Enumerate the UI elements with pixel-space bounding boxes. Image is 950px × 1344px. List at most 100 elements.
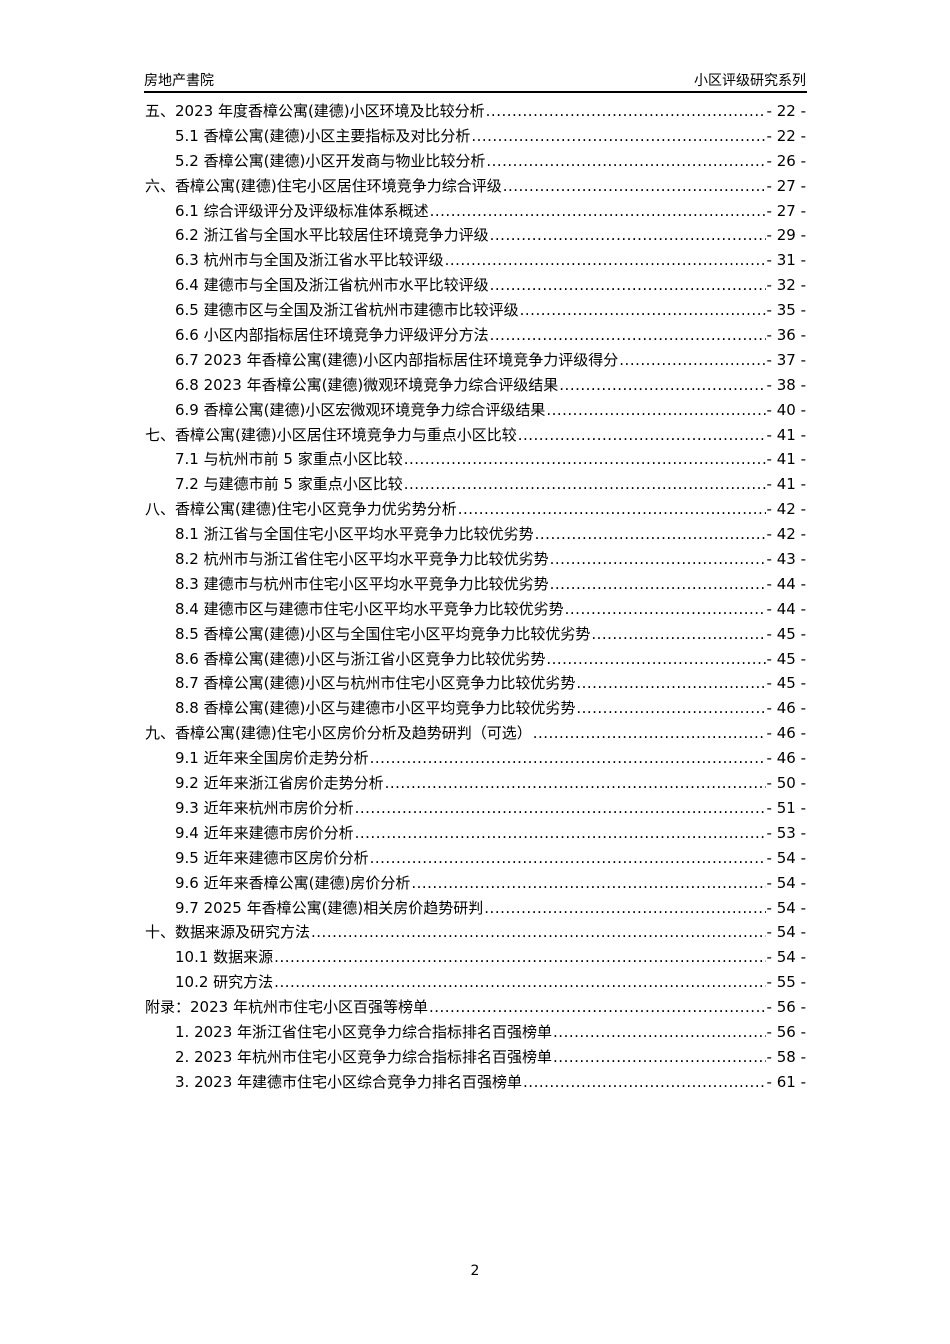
toc-entry-page[interactable]: - 29 - (766, 226, 806, 245)
toc-entry-page[interactable]: - 56 - (766, 998, 806, 1017)
toc-entry-label[interactable]: 9.4 近年来建德市房价分析 (175, 823, 354, 842)
toc-entry-page[interactable]: - 44 - (766, 599, 806, 618)
toc-entry-label[interactable]: 附录：2023 年杭州市住宅小区百强等榜单 (145, 998, 428, 1017)
toc-entry[interactable]: 八、香樟公寓(建德)住宅小区竞争力优劣势分析 - 42 - (145, 498, 806, 523)
toc-entry-page[interactable]: - 54 - (766, 898, 806, 917)
toc-entry-label[interactable]: 6.4 建德市与全国及浙江省杭州市水平比较评级 (175, 276, 489, 295)
toc-entry-label[interactable]: 八、香樟公寓(建德)住宅小区竞争力优劣势分析 (145, 500, 457, 519)
toc-entry-page[interactable]: - 45 - (766, 674, 806, 693)
toc-entry[interactable]: 6.5 建德市区与全国及浙江省杭州市建德市比较评级 - 35 - (145, 299, 806, 324)
toc-entry-label[interactable]: 10.2 研究方法 (175, 973, 274, 992)
toc-entry[interactable]: 9.3 近年来杭州市房价分析 - 51 - (145, 797, 806, 822)
toc-entry[interactable]: 6.2 浙江省与全国水平比较居住环境竞争力评级 - 29 - (145, 224, 806, 249)
toc-entry[interactable]: 1. 2023 年浙江省住宅小区竞争力综合指标排名百强榜单 - 56 - (145, 1021, 806, 1046)
toc-entry-label[interactable]: 9.5 近年来建德市区房价分析 (175, 848, 369, 867)
toc-entry-page[interactable]: - 31 - (766, 251, 806, 270)
toc-entry[interactable]: 9.4 近年来建德市房价分析 - 53 - (145, 822, 806, 847)
toc-entry[interactable]: 8.5 香樟公寓(建德)小区与全国住宅小区平均竞争力比较优劣势 - 45 - (145, 623, 806, 648)
toc-entry-label[interactable]: 8.4 建德市区与建德市住宅小区平均水平竞争力比较优劣势 (175, 599, 564, 618)
toc-entry-page[interactable]: - 54 - (766, 848, 806, 867)
toc-entry-page[interactable]: - 40 - (766, 400, 806, 419)
toc-entry-label[interactable]: 6.8 2023 年香樟公寓(建德)微观环境竞争力综合评级结果 (175, 375, 559, 394)
toc-entry-page[interactable]: - 22 - (766, 102, 806, 120)
toc-entry-label[interactable]: 7.2 与建德市前 5 家重点小区比较 (175, 475, 403, 494)
toc-entry-page[interactable]: - 53 - (766, 823, 806, 842)
toc-entry[interactable]: 9.6 近年来香樟公寓(建德)房价分析 - 54 - (145, 872, 806, 897)
toc-entry-page[interactable]: - 50 - (766, 774, 806, 793)
toc-entry-page[interactable]: - 51 - (766, 798, 806, 817)
toc-entry[interactable]: 6.4 建德市与全国及浙江省杭州市水平比较评级 - 32 - (145, 274, 806, 299)
toc-entry-label[interactable]: 5.2 香樟公寓(建德)小区开发商与物业比较分析 (175, 151, 486, 170)
toc-entry[interactable]: 6.3 杭州市与全国及浙江省水平比较评级 - 31 - (145, 249, 806, 274)
toc-entry-page[interactable]: - 45 - (766, 649, 806, 668)
toc-entry-label[interactable]: 7.1 与杭州市前 5 家重点小区比较 (175, 450, 403, 469)
toc-entry[interactable]: 8.7 香樟公寓(建德)小区与杭州市住宅小区竞争力比较优劣势 - 45 - (145, 672, 806, 697)
toc-entry-page[interactable]: - 54 - (766, 948, 806, 967)
toc-entry[interactable]: 6.8 2023 年香樟公寓(建德)微观环境竞争力综合评级结果 - 38 - (145, 374, 806, 399)
toc-entry-label[interactable]: 1. 2023 年浙江省住宅小区竞争力综合指标排名百强榜单 (175, 1022, 553, 1041)
toc-entry-page[interactable]: - 43 - (766, 550, 806, 569)
toc-entry-page[interactable]: - 22 - (766, 126, 806, 145)
toc-entry[interactable]: 七、香樟公寓(建德)小区居住环境竞争力与重点小区比较 - 41 - (145, 424, 806, 449)
toc-entry-label[interactable]: 2. 2023 年杭州市住宅小区竞争力综合指标排名百强榜单 (175, 1047, 553, 1066)
toc-entry-page[interactable]: - 45 - (766, 624, 806, 643)
toc-entry[interactable]: 2. 2023 年杭州市住宅小区竞争力综合指标排名百强榜单 - 58 - (145, 1046, 806, 1071)
toc-entry[interactable]: 五、2023 年度香樟公寓(建德)小区环境及比较分析 - 22 - (145, 100, 806, 125)
toc-entry-label[interactable]: 七、香樟公寓(建德)小区居住环境竞争力与重点小区比较 (145, 425, 517, 444)
toc-entry-page[interactable]: - 44 - (766, 574, 806, 593)
toc-entry[interactable]: 7.1 与杭州市前 5 家重点小区比较 - 41 - (145, 448, 806, 473)
toc-entry-label[interactable]: 9.7 2025 年香樟公寓(建德)相关房价趋势研判 (175, 898, 484, 917)
toc-entry-page[interactable]: - 42 - (766, 525, 806, 544)
toc-entry[interactable]: 六、香樟公寓(建德)住宅小区居住环境竞争力综合评级 - 27 - (145, 175, 806, 200)
toc-entry-page[interactable]: - 46 - (766, 699, 806, 718)
toc-entry[interactable]: 8.6 香樟公寓(建德)小区与浙江省小区竞争力比较优劣势 - 45 - (145, 648, 806, 673)
toc-entry-page[interactable]: - 56 - (766, 1022, 806, 1041)
toc-entry[interactable]: 九、香樟公寓(建德)住宅小区房价分析及趋势研判（可选） - 46 - (145, 722, 806, 747)
toc-entry[interactable]: 10.2 研究方法 - 55 - (145, 971, 806, 996)
toc-entry-page[interactable]: - 38 - (766, 375, 806, 394)
toc-entry-page[interactable]: - 54 - (766, 873, 806, 892)
toc-entry-page[interactable]: - 41 - (766, 425, 806, 444)
toc-entry[interactable]: 3. 2023 年建德市住宅小区综合竞争力排名百强榜单 - 61 - (145, 1071, 806, 1096)
toc-entry[interactable]: 十、数据来源及研究方法 - 54 - (145, 921, 806, 946)
toc-entry-label[interactable]: 九、香樟公寓(建德)住宅小区房价分析及趋势研判（可选） (145, 724, 532, 743)
toc-entry[interactable]: 8.2 杭州市与浙江省住宅小区平均水平竞争力比较优劣势 - 43 - (145, 548, 806, 573)
toc-entry-label[interactable]: 6.2 浙江省与全国水平比较居住环境竞争力评级 (175, 226, 489, 245)
toc-entry-label[interactable]: 六、香樟公寓(建德)住宅小区居住环境竞争力综合评级 (145, 176, 502, 195)
toc-entry-page[interactable]: - 41 - (766, 475, 806, 494)
toc-entry-label[interactable]: 9.1 近年来全国房价走势分析 (175, 749, 369, 768)
toc-entry-label[interactable]: 8.2 杭州市与浙江省住宅小区平均水平竞争力比较优劣势 (175, 550, 549, 569)
toc-entry-label[interactable]: 8.5 香樟公寓(建德)小区与全国住宅小区平均竞争力比较优劣势 (175, 624, 591, 643)
toc-entry[interactable]: 6.9 香樟公寓(建德)小区宏微观环境竞争力综合评级结果 - 40 - (145, 399, 806, 424)
toc-entry-label[interactable]: 6.9 香樟公寓(建德)小区宏微观环境竞争力综合评级结果 (175, 400, 546, 419)
toc-entry-page[interactable]: - 27 - (766, 201, 806, 220)
toc-entry[interactable]: 8.8 香樟公寓(建德)小区与建德市小区平均竞争力比较优劣势 - 46 - (145, 697, 806, 722)
toc-entry-page[interactable]: - 46 - (766, 724, 806, 743)
toc-entry-label[interactable]: 6.6 小区内部指标居住环境竞争力评级评分方法 (175, 326, 489, 345)
toc-entry-label[interactable]: 10.1 数据来源 (175, 948, 274, 967)
toc-entry-label[interactable]: 8.8 香樟公寓(建德)小区与建德市小区平均竞争力比较优劣势 (175, 699, 576, 718)
toc-entry-page[interactable]: - 42 - (766, 500, 806, 519)
toc-entry-label[interactable]: 9.2 近年来浙江省房价走势分析 (175, 774, 384, 793)
toc-entry-page[interactable]: - 54 - (766, 923, 806, 942)
toc-entry[interactable]: 10.1 数据来源 - 54 - (145, 946, 806, 971)
toc-entry-label[interactable]: 8.3 建德市与杭州市住宅小区平均水平竞争力比较优劣势 (175, 574, 549, 593)
toc-entry-page[interactable]: - 36 - (766, 326, 806, 345)
toc-entry-label[interactable]: 8.1 浙江省与全国住宅小区平均水平竞争力比较优劣势 (175, 525, 534, 544)
toc-entry[interactable]: 5.1 香樟公寓(建德)小区主要指标及对比分析 - 22 - (145, 125, 806, 150)
toc-entry[interactable]: 6.6 小区内部指标居住环境竞争力评级评分方法 - 36 - (145, 324, 806, 349)
toc-entry[interactable]: 8.1 浙江省与全国住宅小区平均水平竞争力比较优劣势 - 42 - (145, 523, 806, 548)
toc-entry[interactable]: 6.1 综合评级评分及评级标准体系概述 - 27 - (145, 200, 806, 225)
toc-entry[interactable]: 9.7 2025 年香樟公寓(建德)相关房价趋势研判 - 54 - (145, 897, 806, 922)
toc-entry-page[interactable]: - 32 - (766, 276, 806, 295)
toc-entry-page[interactable]: - 37 - (766, 350, 806, 369)
toc-entry-page[interactable]: - 26 - (766, 151, 806, 170)
toc-entry[interactable]: 9.5 近年来建德市区房价分析 - 54 - (145, 847, 806, 872)
toc-entry[interactable]: 9.1 近年来全国房价走势分析 - 46 - (145, 747, 806, 772)
toc-entry[interactable]: 9.2 近年来浙江省房价走势分析 - 50 - (145, 772, 806, 797)
toc-entry-label[interactable]: 6.7 2023 年香樟公寓(建德)小区内部指标居住环境竞争力评级得分 (175, 350, 619, 369)
toc-entry-page[interactable]: - 41 - (766, 450, 806, 469)
toc-entry-label[interactable]: 9.6 近年来香樟公寓(建德)房价分析 (175, 873, 411, 892)
toc-entry-page[interactable]: - 27 - (766, 176, 806, 195)
toc-entry[interactable]: 8.4 建德市区与建德市住宅小区平均水平竞争力比较优劣势 - 44 - (145, 598, 806, 623)
